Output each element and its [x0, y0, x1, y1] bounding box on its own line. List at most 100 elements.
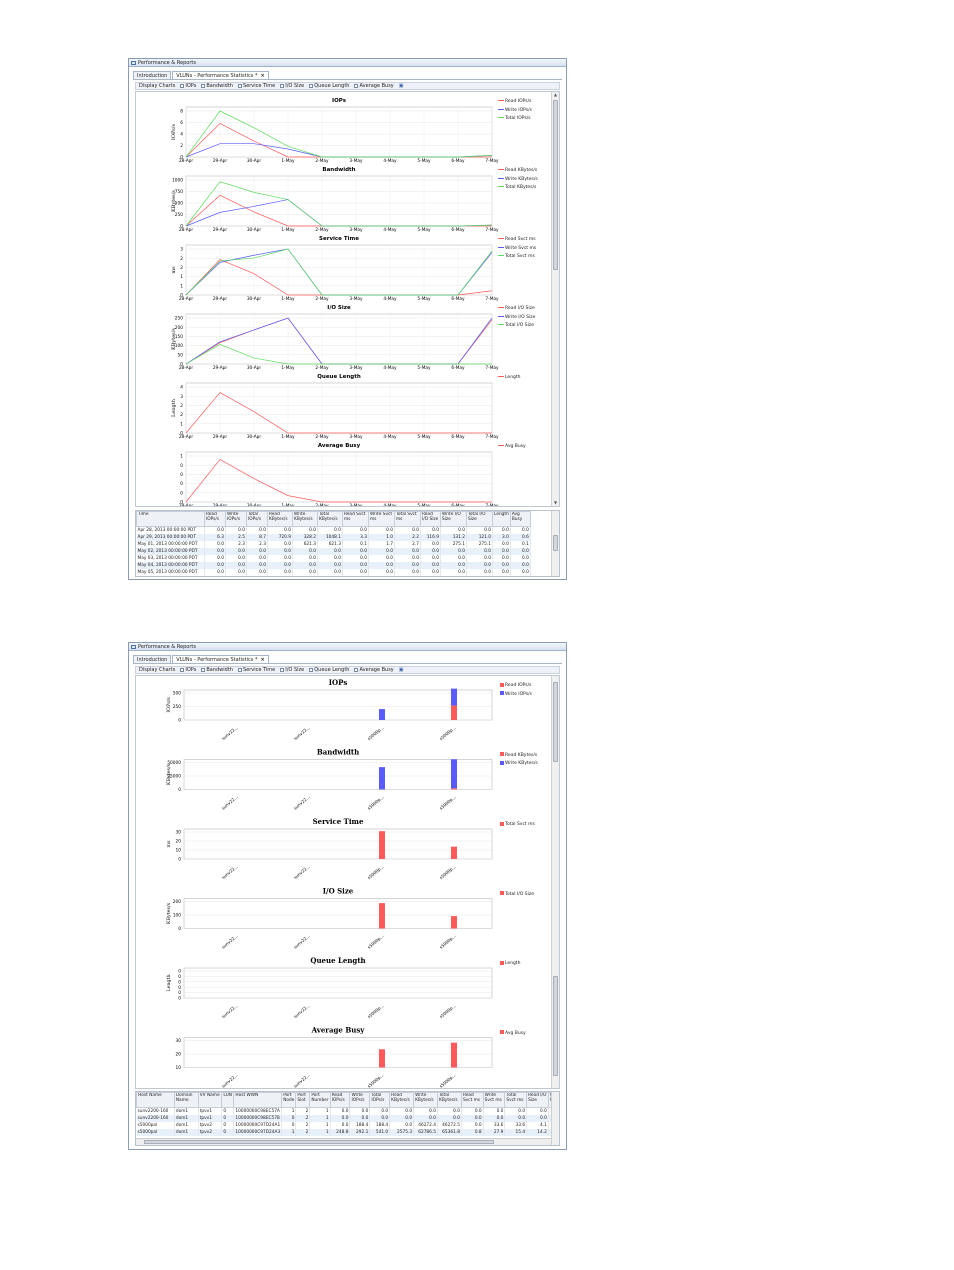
column-header[interactable]: Total KBytes/s: [317, 511, 343, 527]
scroll-up-icon[interactable]: ▲: [553, 92, 558, 97]
table-cell: 0.0: [368, 555, 395, 562]
column-header[interactable]: Write Svct ms: [368, 511, 395, 527]
toggle-queue-length[interactable]: Queue Length: [309, 667, 349, 673]
horizontal-scrollbar[interactable]: [136, 1138, 551, 1145]
column-header[interactable]: Total IOPs/s: [246, 511, 268, 527]
table-vertical-scrollbar[interactable]: [551, 511, 559, 576]
close-icon[interactable]: ×: [260, 657, 265, 663]
table-row[interactable]: s5000pal dom1 tpvv2 0 10000000C97D24A3 1 2 1 248…: [136, 1129, 559, 1136]
table-row[interactable]: sunv2200-160 dom1 tpvv1 0 10000000C98EC57B 0 2…: [136, 1115, 559, 1122]
column-header[interactable]: Host WWN: [233, 1092, 283, 1108]
toggle-label: Service Time: [242, 83, 276, 89]
column-header[interactable]: Domain Name: [173, 1092, 199, 1108]
column-header[interactable]: Total Svct ms: [394, 511, 421, 527]
column-header[interactable]: Write I/O Size: [440, 511, 467, 527]
table-cell: 0.0: [246, 569, 268, 576]
column-header[interactable]: Read KBytes/s: [389, 1092, 415, 1108]
y-tick-label: 250: [175, 316, 183, 322]
scrollbar-thumb[interactable]: [553, 682, 558, 762]
column-header[interactable]: LUN: [221, 1092, 235, 1108]
plot-area: [183, 828, 493, 860]
legend-item: Read KBytes/s: [500, 752, 538, 761]
table-row[interactable]: sunv2200-160 dom1 tpvv1 0 10000000C98EC57A 1 2…: [136, 1107, 559, 1115]
table-row[interactable]: May 02, 2013 00:00:00 PDT 0.0 0.0 0.0 0.0 0.0…: [136, 548, 531, 555]
toggle-io-size[interactable]: I/O Size: [280, 83, 304, 89]
tab-label: Introduction: [137, 657, 168, 663]
scrollbar-thumb[interactable]: [144, 1140, 494, 1144]
table-row[interactable]: May 04, 2013 00:00:00 PDT 0.0 0.0 0.0 0.0 0.0…: [136, 562, 531, 569]
tab-introduction[interactable]: Introduction: [133, 655, 172, 663]
x-tick-label: 7-May: [485, 434, 499, 440]
column-header[interactable]: Read Svct ms: [342, 511, 369, 527]
column-header[interactable]: Total I/O Size: [466, 511, 493, 527]
table-cell: 0.0: [292, 569, 318, 576]
column-header[interactable]: Length: [492, 511, 511, 527]
toggle-bandwidth[interactable]: Bandwidth: [201, 667, 233, 673]
toggle-label: Average Busy: [359, 83, 394, 89]
vertical-scrollbar[interactable]: [551, 676, 559, 1088]
table-row[interactable]: s5000pal dom1 tpvv2 0 10000000C97D24A1 0 2 1 0.0…: [136, 1122, 559, 1129]
table-cell: 0.0: [292, 562, 318, 569]
column-header[interactable]: Port Slot: [295, 1092, 311, 1108]
table-cell: 0.0: [526, 1107, 549, 1115]
column-header[interactable]: Avg Busy: [509, 511, 531, 527]
column-header[interactable]: Total Svct ms: [504, 1092, 528, 1108]
table-cell: 2: [295, 1107, 311, 1115]
column-header[interactable]: Total IOPs/s: [369, 1092, 391, 1108]
table-row[interactable]: Apr 28, 2013 00:00:00 PDT 0.0 0.0 0.0 0.0 0.0…: [136, 526, 531, 534]
table-row[interactable]: Apr 29, 2013 00:00:00 PDT 6.3 2.5 8.7 720.9 3…: [136, 534, 531, 541]
table-vertical-scrollbar[interactable]: [551, 1092, 559, 1145]
tab-vluns-performance[interactable]: VLUNs - Performance Statistics * ×: [172, 71, 269, 79]
column-header[interactable]: VV Name: [197, 1092, 223, 1108]
column-header[interactable]: Read I/O Size: [420, 511, 441, 527]
column-header[interactable]: Host Name: [136, 1092, 175, 1108]
close-icon[interactable]: ×: [260, 73, 265, 79]
legend-label: Total Svct ms: [505, 254, 535, 259]
legend-label: Total I/O Size: [505, 323, 534, 328]
table-cell: 0.0: [342, 548, 369, 555]
help-icon[interactable]: ▣: [398, 667, 404, 673]
toggle-average-busy[interactable]: Average Busy: [354, 83, 394, 89]
tab-introduction[interactable]: Introduction: [133, 71, 172, 79]
column-header[interactable]: Write IOPs/s: [225, 511, 247, 527]
vertical-scrollbar[interactable]: ▲ ▼: [551, 92, 559, 506]
toggle-bandwidth[interactable]: Bandwidth: [201, 83, 233, 89]
toggle-iops[interactable]: IOPs: [180, 83, 196, 89]
legend-swatch: [498, 307, 504, 308]
toggle-service-time[interactable]: Service Time: [237, 83, 276, 89]
display-charts-label: Display Charts: [139, 667, 176, 673]
help-icon[interactable]: ▣: [398, 83, 404, 89]
scrollbar-thumb[interactable]: [553, 535, 558, 551]
column-header[interactable]: Port Number: [309, 1092, 331, 1108]
series-line: [185, 458, 492, 503]
toggle-queue-length[interactable]: Queue Length: [309, 83, 349, 89]
scrollbar-thumb[interactable]: [553, 100, 558, 270]
table-cell: dom1: [174, 1122, 199, 1129]
column-header[interactable]: Write Svct ms: [482, 1092, 506, 1108]
table-row[interactable]: May 05, 2013 00:00:00 PDT 0.0 0.0 0.0 0.0 0.0…: [136, 569, 531, 576]
toggle-average-busy[interactable]: Average Busy: [354, 667, 394, 673]
column-header[interactable]: Time: [136, 511, 205, 527]
table-row[interactable]: May 01, 2013 00:00:00 PDT 0.0 2.3 2.3 0.0 621…: [136, 541, 531, 548]
scrollbar-thumb[interactable]: [553, 976, 558, 1076]
column-header[interactable]: Write KBytes/s: [413, 1092, 439, 1108]
table-row[interactable]: May 03, 2013 00:00:00 PDT 0.0 0.0 0.0 0.0 0.0…: [136, 555, 531, 562]
table-cell: 0.0: [267, 555, 293, 562]
toggle-service-time[interactable]: Service Time: [237, 667, 275, 673]
column-header[interactable]: Write IOPs/s: [349, 1092, 371, 1108]
y-tick-label: 1: [180, 283, 183, 289]
column-header[interactable]: Read I/O Size: [526, 1092, 549, 1108]
chart-legend: Total I/O Size: [500, 891, 534, 900]
column-header[interactable]: Read IOPs/s: [204, 511, 226, 527]
column-header[interactable]: Port Node: [281, 1092, 297, 1108]
column-header[interactable]: Read IOPs/s: [329, 1092, 351, 1108]
scroll-down-icon[interactable]: ▼: [553, 500, 558, 505]
toggle-io-size[interactable]: I/O Size: [280, 667, 304, 673]
column-header[interactable]: Read KBytes/s: [267, 511, 293, 527]
toggle-iops[interactable]: IOPs: [180, 667, 196, 673]
tab-vluns-performance[interactable]: VLUNs - Performance Statistics * ×: [172, 655, 269, 663]
y-tick-label: 0: [180, 472, 183, 478]
column-header[interactable]: Write KBytes/s: [292, 511, 318, 527]
column-header[interactable]: Read Svct ms: [460, 1092, 484, 1108]
column-header[interactable]: Total KBytes/s: [437, 1092, 462, 1108]
